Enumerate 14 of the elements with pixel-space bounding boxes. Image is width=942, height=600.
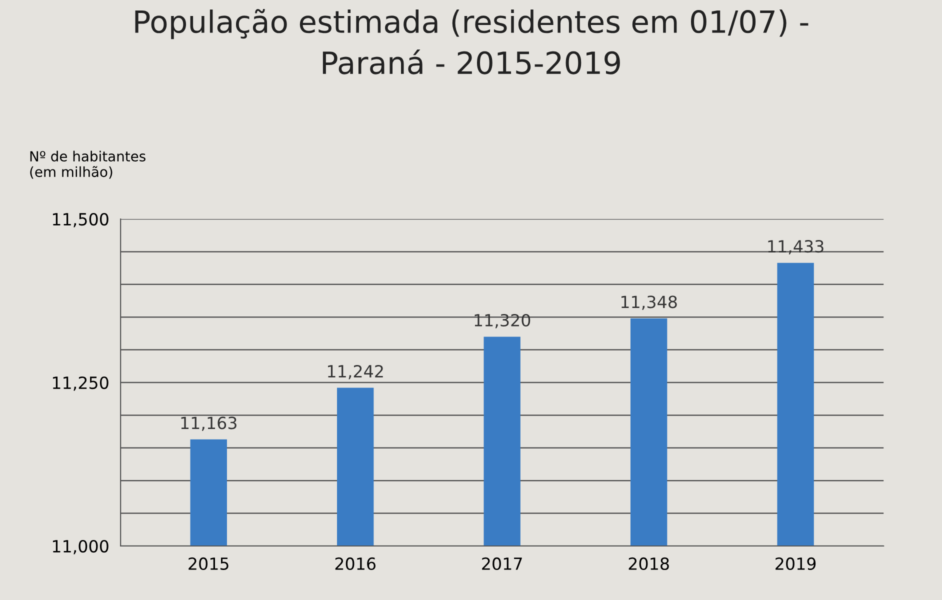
y-tick-label: 11,000 <box>52 540 108 554</box>
y-tick-label: 11,250 <box>52 376 108 391</box>
y-axis-title: Nº de habitantes (em milhão) <box>30 150 146 179</box>
x-tick-label: 2017 <box>482 557 522 570</box>
data-label: 11,320 <box>474 314 530 328</box>
chart-title: População estimada (residentes em 01/07) - Paraná - 2015-2019 <box>135 9 808 74</box>
y-tick-label: 11,500 <box>52 212 108 228</box>
x-tick-label: 2015 <box>188 557 228 570</box>
data-label: 11,242 <box>328 364 383 380</box>
x-tick-label: 2016 <box>335 557 376 570</box>
data-label: 11,163 <box>181 416 236 431</box>
x-tick-label: 2018 <box>628 557 669 570</box>
x-tick-label: 2019 <box>776 557 816 570</box>
data-label: 11,348 <box>621 296 677 310</box>
